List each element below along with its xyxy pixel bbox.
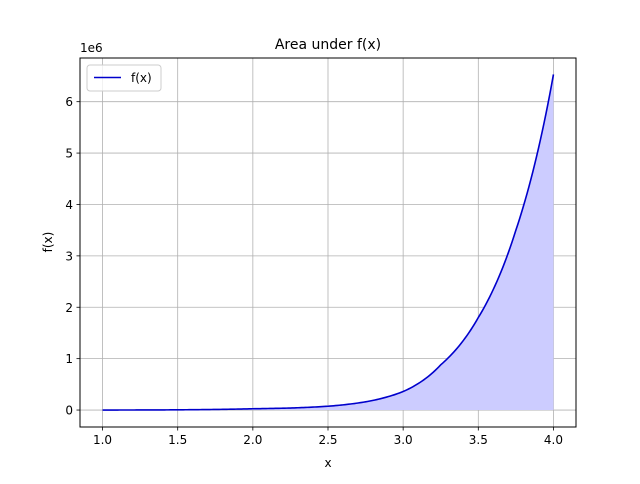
- y-axis-offset-label: 1e6: [80, 41, 103, 55]
- y-tick-layer: 0 1 2 3 4 5 6: [65, 95, 80, 418]
- chart-title: Area under f(x): [275, 37, 381, 53]
- y-tick-label: 1: [65, 352, 73, 366]
- y-tick-label: 5: [65, 147, 73, 161]
- y-tick-label: 4: [65, 198, 73, 212]
- y-tick-label: 0: [65, 404, 73, 418]
- legend: f(x): [86, 64, 162, 92]
- y-tick-label: 6: [65, 95, 73, 109]
- series-line-layer: [102, 74, 555, 411]
- legend-box: [86, 64, 162, 92]
- x-tick-label: 2.5: [318, 433, 337, 447]
- y-tick-label: 3: [65, 249, 73, 263]
- x-tick-label: 4.0: [544, 433, 563, 447]
- x-tick-label: 3.5: [469, 433, 488, 447]
- x-axis-label: x: [324, 456, 331, 470]
- y-axis-label: f(x): [41, 232, 55, 253]
- legend-label-fx: f(x): [131, 71, 152, 85]
- area-fill-fx: [102, 74, 554, 411]
- area-fill-layer: [102, 74, 554, 411]
- x-tick-label: 1.5: [168, 433, 187, 447]
- x-tick-label: 2.0: [243, 433, 262, 447]
- x-tick-layer: 1.0 1.5 2.0 2.5 3.0 3.5 4.0: [93, 427, 563, 447]
- series-line-fx: [102, 74, 555, 411]
- x-tick-label: 3.0: [394, 433, 413, 447]
- y-tick-label: 2: [65, 301, 73, 315]
- x-tick-label: 1.0: [93, 433, 112, 447]
